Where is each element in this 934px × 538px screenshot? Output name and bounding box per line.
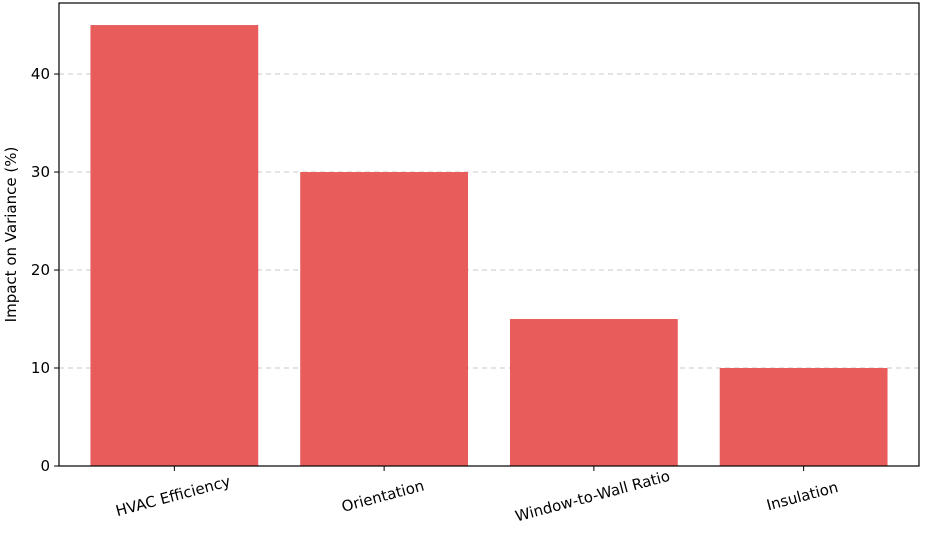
- y-axis-label: Impact on Variance (%): [2, 147, 20, 323]
- y-tick-label: 40: [31, 65, 50, 83]
- bar-window-to-wall-ratio: [509, 319, 678, 466]
- bar-insulation: [719, 368, 888, 466]
- bar-hvac-efficiency: [90, 25, 259, 467]
- y-tick-label: 10: [31, 359, 50, 377]
- y-axis-ticks: 0 10 20 30 40: [31, 65, 59, 475]
- y-tick-label: 0: [40, 457, 50, 475]
- plot-area-frame: [58, 2, 920, 467]
- y-tick-label: 30: [31, 163, 50, 181]
- bars: [90, 25, 888, 467]
- bar-orientation: [300, 172, 469, 467]
- y-tick-label: 20: [31, 261, 50, 279]
- x-tick-label: Insulation: [765, 478, 841, 514]
- x-tick-label: Window-to-Wall Ratio: [513, 467, 672, 526]
- x-axis-ticks: HVAC Efficiency Orientation Window-to-Wall…: [114, 466, 840, 525]
- x-tick-label: HVAC Efficiency: [114, 472, 233, 520]
- x-tick-label: Orientation: [340, 477, 426, 516]
